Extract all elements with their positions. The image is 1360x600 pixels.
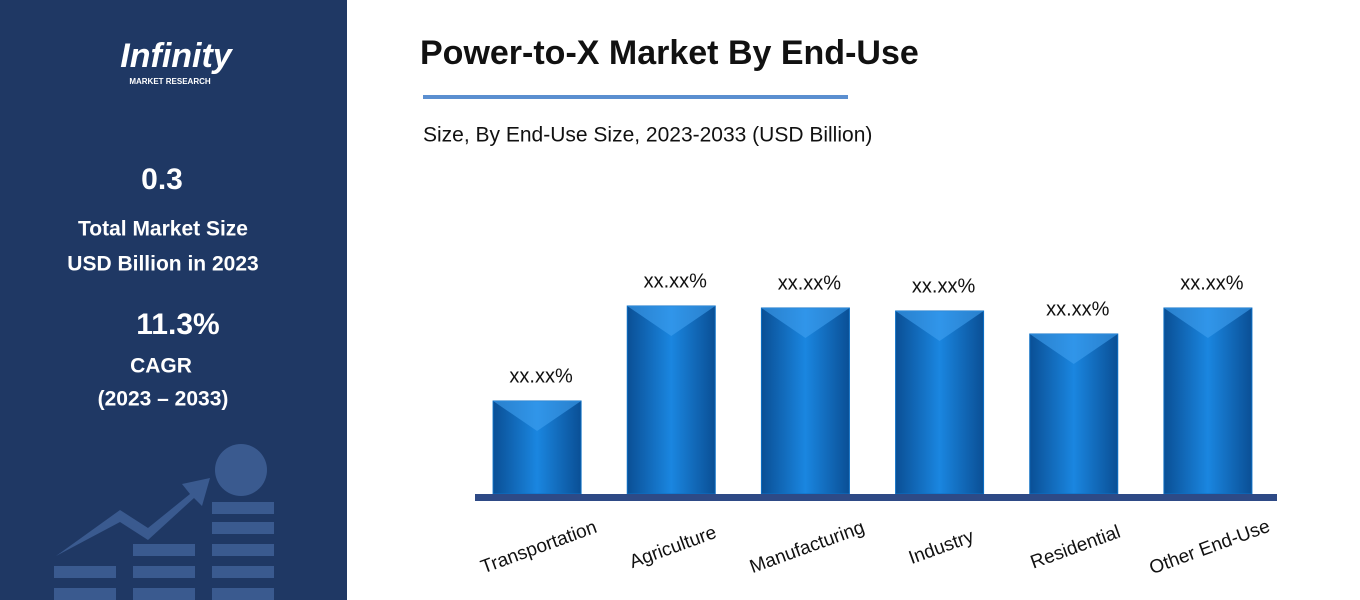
x-tick-label: Other End-Use — [1147, 516, 1273, 579]
value-label: xx.xx% — [778, 272, 842, 294]
value-label: xx.xx% — [644, 270, 708, 292]
cagr: 11.3% — [136, 308, 219, 341]
market-size: 0.3 — [141, 163, 183, 196]
x-tick-label: Agriculture — [627, 522, 720, 573]
chart-title: Power-to-X Market By End-Use — [420, 34, 919, 72]
bar-bevel — [1163, 308, 1252, 338]
bar — [760, 307, 850, 495]
value-label: xx.xx% — [509, 365, 573, 387]
x-tick-label: Industry — [906, 526, 977, 569]
bar-bevel — [761, 308, 850, 338]
x-tick-label: Transportation — [478, 517, 600, 578]
sidebar — [0, 0, 347, 600]
market-size-label: USD Billion in 2023 — [67, 253, 258, 276]
bar — [1163, 307, 1253, 495]
x-tick-label: Residential — [1028, 522, 1124, 574]
value-label: xx.xx% — [1180, 272, 1244, 294]
value-label: xx.xx% — [1046, 298, 1110, 320]
bar-bevel — [627, 306, 716, 336]
title-underline — [423, 95, 848, 99]
baseline — [475, 494, 1277, 501]
cagr-label: CAGR — [130, 355, 192, 378]
bar-bevel — [895, 311, 984, 341]
logo-sub: MARKET RESEARCH — [129, 77, 211, 86]
market-size-label: Total Market Size — [78, 218, 248, 241]
logo: Infinity — [120, 37, 234, 75]
value-label: xx.xx% — [912, 275, 976, 297]
bar-bevel — [1029, 334, 1118, 364]
x-tick-label: Manufacturing — [747, 517, 867, 578]
sidebar-icon — [54, 444, 274, 600]
bar — [626, 305, 716, 495]
chart-subtitle: Size, By End-Use Size, 2023-2033 (USD Bi… — [423, 124, 872, 147]
cagr-period: (2023 – 2033) — [98, 388, 229, 411]
bar-bevel — [493, 401, 582, 431]
bar — [895, 310, 985, 495]
